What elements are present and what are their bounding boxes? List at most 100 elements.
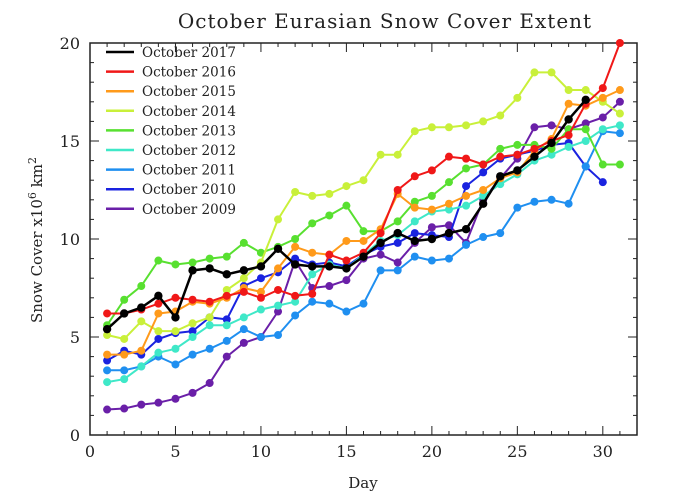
data-point-october-2009 (120, 404, 129, 413)
y-tick-label: 5 (70, 328, 80, 347)
data-point-october-2017 (410, 236, 419, 246)
data-point-october-2011 (393, 266, 402, 275)
data-point-october-2016 (496, 152, 505, 161)
data-point-october-2017 (359, 252, 368, 261)
data-point-october-2017 (205, 264, 214, 273)
data-point-october-2013 (188, 258, 197, 267)
data-point-october-2014 (479, 117, 488, 126)
data-point-october-2014 (410, 127, 419, 136)
data-point-october-2017 (581, 95, 590, 105)
data-point-october-2016 (171, 293, 180, 302)
data-point-october-2012 (188, 333, 197, 341)
x-tick-label: 10 (251, 442, 271, 461)
data-point-october-2009 (444, 221, 453, 230)
data-point-october-2016 (513, 150, 522, 159)
data-point-october-2013 (325, 211, 334, 220)
data-point-october-2014 (137, 317, 146, 326)
data-point-october-2013 (359, 227, 368, 236)
data-point-october-2014 (359, 176, 368, 185)
data-point-october-2012 (581, 137, 590, 145)
data-point-october-2011 (427, 256, 436, 265)
data-point-october-2011 (444, 254, 453, 263)
data-point-october-2014 (530, 68, 539, 77)
data-point-october-2011 (103, 366, 112, 375)
data-point-october-2017 (513, 166, 522, 175)
data-point-october-2012 (547, 150, 556, 159)
data-point-october-2014 (496, 111, 505, 120)
data-point-october-2010 (222, 315, 231, 324)
series-october-2014 (103, 68, 624, 343)
data-point-october-2013 (342, 201, 351, 210)
data-point-october-2012 (120, 375, 129, 384)
data-point-october-2013 (462, 164, 471, 173)
data-point-october-2016 (410, 172, 419, 181)
data-point-october-2017 (325, 262, 334, 271)
legend-entry-october-2011: October 2011 (106, 163, 236, 179)
data-point-october-2017 (478, 199, 488, 208)
data-point-october-2016 (205, 297, 214, 306)
data-point-october-2012 (496, 180, 505, 189)
data-point-october-2011 (479, 233, 488, 242)
data-point-october-2011 (325, 299, 334, 308)
data-point-october-2011 (188, 350, 197, 359)
data-point-october-2009 (615, 97, 624, 106)
data-point-october-2009 (547, 121, 556, 130)
axes: 0 5 10 15 20 25 30 0 5 10 15 20 (60, 34, 638, 461)
legend-entry-october-2009: October 2009 (106, 202, 236, 218)
data-point-october-2013 (444, 178, 453, 187)
data-point-october-2014 (239, 274, 248, 283)
data-point-october-2011 (547, 195, 556, 204)
data-point-october-2017 (342, 264, 351, 273)
data-point-october-2015 (444, 199, 453, 208)
data-point-october-2013 (205, 254, 214, 263)
data-point-october-2011 (239, 325, 248, 334)
data-point-october-2013 (137, 282, 146, 291)
data-point-october-2017 (119, 309, 129, 318)
data-point-october-2015 (274, 264, 283, 273)
data-point-october-2012 (222, 321, 231, 330)
data-point-october-2017 (547, 138, 556, 148)
legend-entry-october-2015: October 2015 (106, 84, 236, 100)
x-tick-label: 25 (507, 442, 527, 461)
data-point-october-2009 (342, 276, 351, 285)
data-point-october-2016 (615, 39, 624, 47)
data-point-october-2010 (291, 254, 300, 263)
data-point-october-2016 (462, 154, 471, 163)
data-point-october-2012 (598, 125, 607, 134)
data-point-october-2016 (393, 186, 402, 194)
data-point-october-2016 (274, 285, 283, 294)
data-point-october-2016 (427, 166, 436, 175)
data-point-october-2011 (222, 336, 231, 345)
y-tick-label: 10 (60, 230, 80, 249)
data-point-october-2014 (154, 327, 163, 336)
data-point-october-2009 (581, 119, 590, 128)
data-point-october-2009 (171, 394, 180, 403)
data-point-october-2009 (598, 113, 607, 122)
data-point-october-2016 (325, 250, 334, 259)
data-point-october-2017 (171, 313, 180, 322)
data-point-october-2017 (222, 270, 231, 279)
data-point-october-2017 (530, 152, 539, 161)
data-point-october-2012 (171, 344, 180, 353)
data-point-october-2017 (273, 244, 283, 253)
data-point-october-2016 (598, 84, 607, 93)
data-point-october-2016 (103, 309, 112, 318)
data-point-october-2009 (427, 223, 436, 232)
data-point-october-2009 (274, 307, 283, 316)
data-point-october-2014 (222, 285, 231, 294)
data-point-october-2010 (479, 168, 488, 177)
data-point-october-2014 (393, 150, 402, 159)
chart-title: October Eurasian Snow Cover Extent (178, 9, 592, 33)
legend-entry-october-2017: October 2017 (106, 45, 236, 61)
data-point-october-2014 (581, 86, 590, 95)
data-point-october-2013 (581, 125, 590, 134)
legend-entry-october-2010: October 2010 (106, 182, 236, 198)
x-tick-label: 30 (593, 442, 613, 461)
data-point-october-2012 (239, 313, 248, 322)
data-point-october-2014 (325, 189, 334, 198)
data-point-october-2009 (325, 282, 334, 291)
data-point-october-2016 (376, 229, 385, 238)
legend-label: October 2010 (142, 182, 236, 198)
data-point-october-2016 (188, 295, 197, 304)
